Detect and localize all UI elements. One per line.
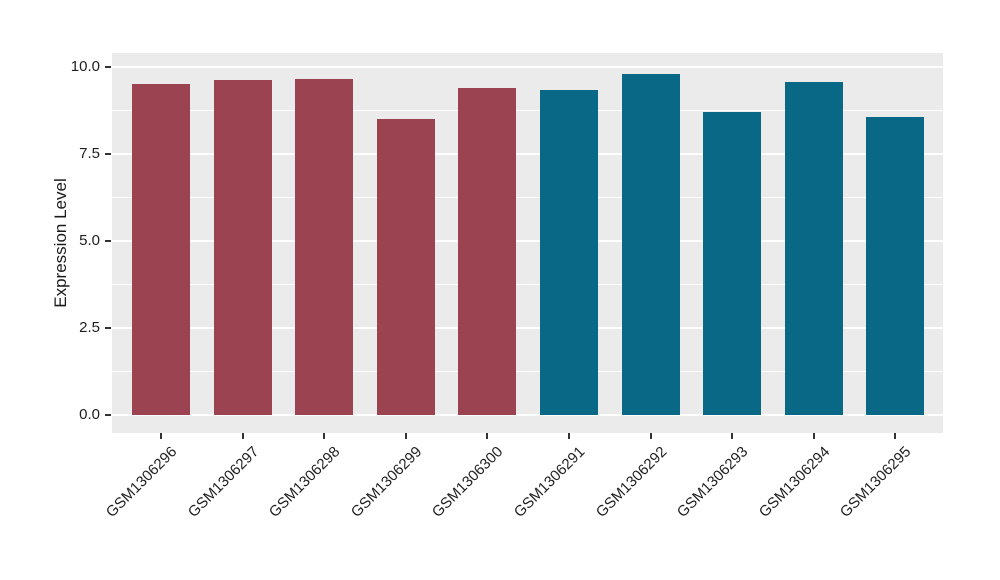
- minor-gridline: [112, 283, 943, 285]
- x-tick-mark: [812, 433, 815, 439]
- x-tick-mark: [894, 433, 897, 439]
- major-gridline: [112, 152, 943, 155]
- minor-gridline: [112, 370, 943, 372]
- x-tick-label: GSM1306297: [184, 443, 262, 521]
- bar-GSM1306292: [621, 74, 680, 415]
- major-gridline: [112, 65, 943, 68]
- bar-GSM1306294: [784, 82, 843, 415]
- x-tick-label: GSM1306294: [755, 443, 834, 521]
- minor-gridline: [112, 196, 943, 198]
- major-gridline: [112, 239, 943, 242]
- bar-GSM1306293: [703, 112, 762, 415]
- x-tick-mark: [160, 433, 162, 439]
- bar-GSM1306299: [376, 119, 435, 415]
- major-gridline: [112, 414, 943, 416]
- x-tick-label: GSM1306293: [674, 443, 752, 521]
- x-tick-mark: [649, 433, 652, 439]
- x-tick-label: GSM1306298: [266, 443, 344, 521]
- x-tick-mark: [404, 433, 407, 439]
- x-tick-mark: [486, 433, 489, 439]
- bar-GSM1306298: [295, 79, 354, 415]
- y-tick-label: 5.0: [79, 231, 100, 249]
- x-tick-mark: [323, 433, 326, 439]
- bar-GSM1306291: [540, 89, 598, 415]
- y-tick-mark: [105, 326, 111, 329]
- x-tick-mark: [241, 433, 244, 439]
- x-tick-label: GSM1306295: [837, 443, 915, 521]
- x-tick-mark: [731, 433, 734, 439]
- y-tick-label: 10.0: [70, 57, 100, 75]
- x-tick-label: GSM1306291: [510, 443, 589, 521]
- y-tick-mark: [105, 65, 111, 68]
- bar-GSM1306300: [458, 88, 517, 415]
- y-tick-mark: [105, 239, 111, 242]
- y-tick-mark: [105, 152, 111, 155]
- bar-GSM1306297: [213, 80, 272, 415]
- x-tick-mark: [568, 433, 570, 439]
- x-tick-label: GSM1306292: [592, 443, 670, 521]
- y-tick-label: 2.5: [79, 318, 100, 336]
- x-tick-label: GSM1306300: [429, 443, 507, 521]
- y-tick-mark: [105, 414, 111, 416]
- plot-panel: [112, 53, 943, 433]
- y-tick-label: 0.0: [79, 406, 100, 423]
- x-tick-label: GSM1306296: [102, 443, 181, 521]
- y-tick-label: 7.5: [79, 144, 100, 162]
- minor-gridline: [112, 109, 943, 111]
- bar-GSM1306295: [866, 117, 925, 415]
- bar-GSM1306296: [132, 83, 190, 415]
- x-tick-label: GSM1306299: [347, 443, 426, 521]
- major-gridline: [112, 326, 943, 329]
